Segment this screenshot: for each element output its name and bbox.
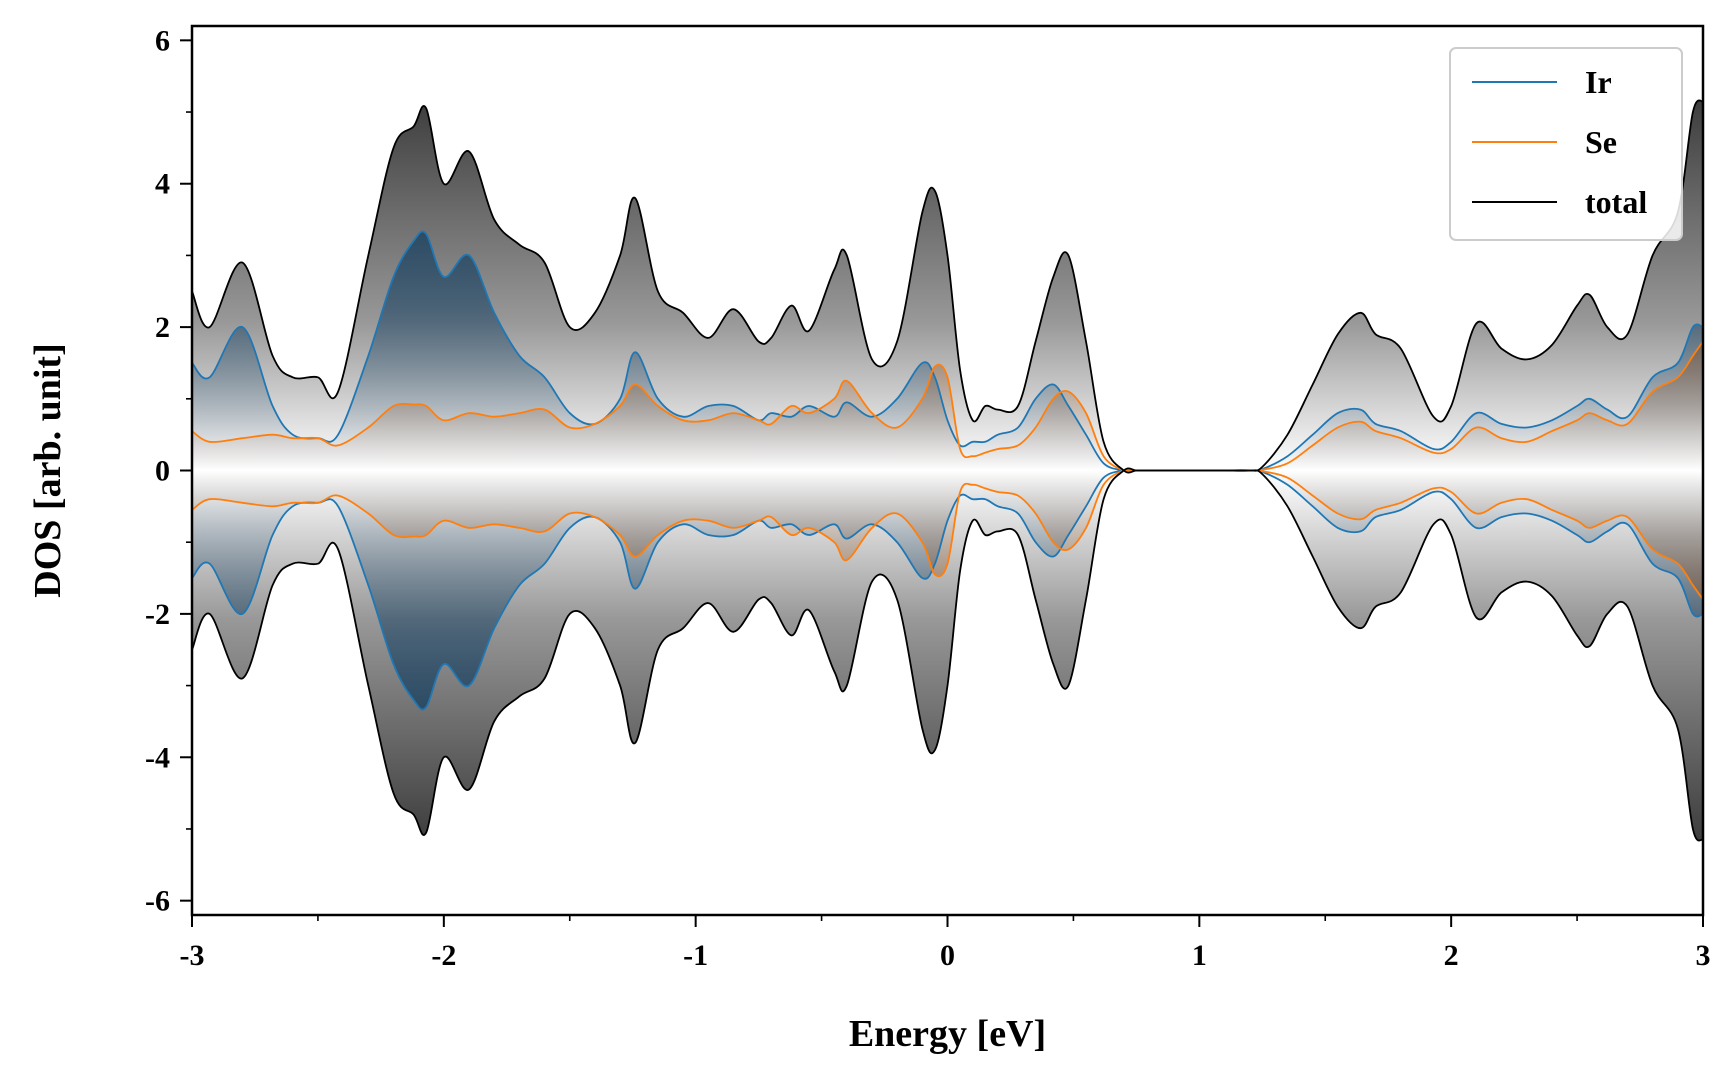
x-tick-label: -2 — [431, 939, 456, 972]
y-tick-label: 0 — [155, 455, 170, 488]
x-axis: -3 -2 -1 0 1 2 3 — [180, 915, 1711, 972]
y-axis-title: DOS [arb. unit] — [27, 343, 69, 597]
legend: Ir Se total — [1449, 47, 1683, 241]
line-total-down — [191, 467, 1704, 842]
x-tick-label: 3 — [1696, 939, 1711, 972]
line-ir-down — [191, 469, 1704, 711]
line-total-up — [191, 99, 1704, 474]
x-tick-label: 1 — [1192, 939, 1207, 972]
fill-se — [192, 341, 1703, 600]
legend-label-se: Se — [1585, 124, 1617, 160]
y-tick-label: -2 — [145, 598, 170, 631]
fill-layer — [192, 100, 1703, 841]
legend-label-ir: Ir — [1585, 64, 1612, 100]
x-tick-label: 0 — [940, 939, 955, 972]
y-tick-label: -6 — [145, 885, 170, 918]
line-ir-up — [191, 230, 1704, 472]
legend-box — [1449, 47, 1683, 241]
x-tick-label: -1 — [683, 939, 708, 972]
y-axis: -6 -4 -2 0 2 4 6 — [145, 24, 192, 918]
x-axis-title: Energy [eV] — [849, 1013, 1046, 1055]
y-tick-label: 2 — [155, 311, 170, 344]
line-layer — [191, 99, 1704, 842]
line-se-up — [191, 340, 1704, 473]
y-tick-label: 4 — [155, 168, 170, 201]
y-tick-label: 6 — [155, 24, 170, 57]
line-se-down — [191, 468, 1704, 601]
legend-label-total: total — [1585, 184, 1647, 220]
y-tick-label: -4 — [145, 741, 170, 774]
x-tick-label: 2 — [1444, 939, 1459, 972]
x-tick-label: -3 — [180, 939, 205, 972]
